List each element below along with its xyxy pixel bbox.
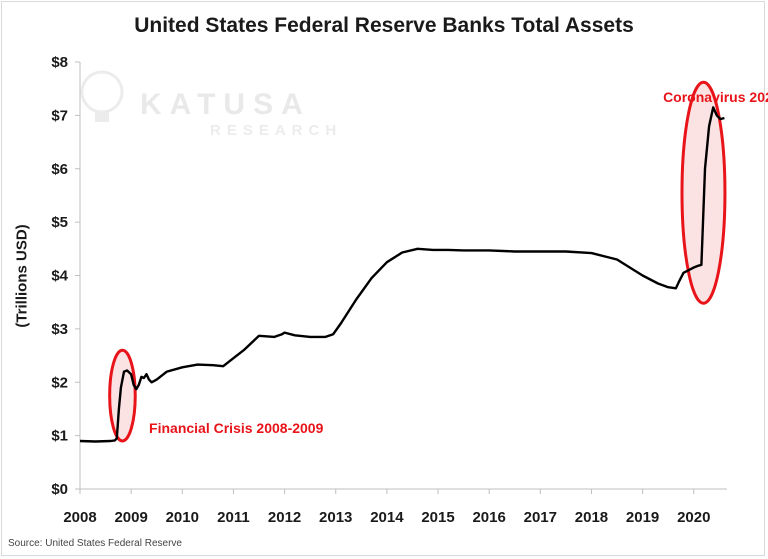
annotations-layer: Financial Crisis 2008-2009 Coronavirus 20… [149,89,768,436]
y-tick-label: $2 [51,374,68,391]
y-tick-label: $7 [51,107,68,124]
x-tick-label: 2015 [421,509,454,526]
y-tick-label: $3 [51,321,68,338]
x-tick-label: 2011 [217,509,250,526]
y-tick-label: $1 [51,428,68,445]
highlights-layer [108,80,727,443]
x-tick-label: 2017 [524,509,557,526]
x-ticks: 2008 2009 2010 2011 2012 2013 2014 2015 2016 2017… [63,489,710,526]
source-note: Source: United States Federal Reserve [8,538,182,549]
y-tick-label: $6 [51,161,68,178]
y-tick-label: $4 [51,268,68,285]
x-tick-label: 2016 [472,509,505,526]
x-tick-label: 2014 [370,509,404,526]
x-tick-label: 2018 [575,509,608,526]
series-line-1 [79,106,725,443]
x-tick-label: 2019 [626,509,659,526]
y-tick-label: $8 [51,54,68,71]
watermark-brand: KATUSA [140,88,311,121]
x-tick-label: 2009 [114,509,147,526]
x-tick-label: 2008 [63,509,96,526]
x-tick-label: 2012 [268,509,301,526]
y-tick-label: $5 [51,214,68,231]
watermark-logo: KATUSA RESEARCH [80,70,342,139]
x-tick-label: 2020 [677,509,710,526]
chart-title: United States Federal Reserve Banks Tota… [134,14,634,37]
annotation-label-2: Coronavirus 2020 [663,89,768,105]
x-tick-label: 2010 [166,509,199,526]
watermark-sub: RESEARCH [210,122,342,139]
series-layer [79,106,725,443]
highlight-ellipse-1 [108,348,137,443]
annotation-label-1: Financial Crisis 2008-2009 [149,420,324,436]
y-ticks: $0 $1 $2 $3 $4 $5 $6 $7 $8 [51,54,80,498]
x-tick-label: 2013 [319,509,352,526]
y-tick-label: $0 [51,481,68,498]
